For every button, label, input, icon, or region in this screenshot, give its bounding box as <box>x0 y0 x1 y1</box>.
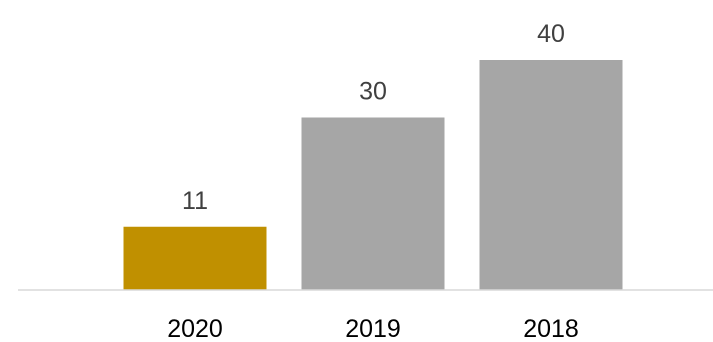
labels-layer: 11 2020 30 2019 40 2018 <box>167 20 579 342</box>
data-label-2018: 40 <box>537 20 565 48</box>
data-label-2020: 11 <box>182 187 208 215</box>
bars-layer <box>123 60 623 290</box>
x-tick-label-2019: 2019 <box>345 315 401 342</box>
x-tick-label-2020: 2020 <box>167 315 223 342</box>
data-label-2019: 30 <box>359 78 387 106</box>
x-tick-label-2018: 2018 <box>523 315 579 342</box>
bar-2019 <box>301 117 445 290</box>
bar-2020 <box>123 226 267 290</box>
bar-2018 <box>479 60 623 290</box>
